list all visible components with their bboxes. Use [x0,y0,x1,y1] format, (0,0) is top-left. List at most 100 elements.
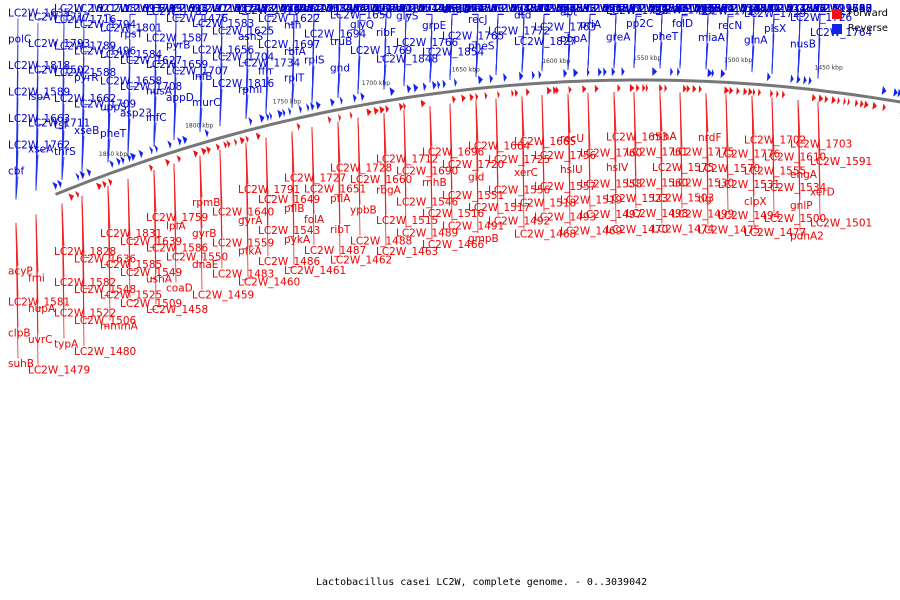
gene-label-lc2w-1501[interactable]: LC2W_1501 [810,217,872,229]
gene-label-rpmb[interactable]: rpmB [192,197,220,209]
gene-label-lc2w-1675[interactable]: LC2W_1675 [606,3,668,15]
gene-label-lc2w-1550[interactable]: LC2W_1550 [166,251,228,263]
gene-label-lc2w-1684[interactable]: LC2W_1684 [258,3,321,15]
gene-label-lc2w-1522[interactable]: LC2W_1522 [54,308,116,320]
gene-label-lc2w-1772[interactable]: LC2W_1772 [488,25,550,37]
gene-label-rplt[interactable]: rplT [284,72,305,84]
gene-label-lc2w-1704[interactable]: LC2W_1704 [212,52,275,64]
gene-label-lc2w-1635[interactable]: LC2W_1635 [8,7,70,19]
gene-label-ynhd[interactable]: ynhD [350,3,378,15]
gene-label-lc2w-1601[interactable]: LC2W_1601 [376,3,438,15]
gene-label-lc2w-1632[interactable]: LC2W_1632 [718,3,780,15]
gene-label-lc2w-1594[interactable]: LC2W_1594 [718,3,781,15]
gene-label-lc2w-1498[interactable]: LC2W_1498 [626,208,688,220]
gene-label-trub[interactable]: truB [330,36,352,48]
gene-label-lc2w-1732[interactable]: LC2W_1732 [606,5,668,17]
gene-label-lc2w-1617[interactable]: LC2W_1617 [100,3,162,15]
gene-label-lc2w-1523[interactable]: LC2W_1523 [606,193,668,205]
gene-label-lc2w-1502[interactable]: LC2W_1502 [28,65,90,77]
gene-label-lc2w-1582[interactable]: LC2W_1582 [54,277,116,289]
gene-label-lc2w-1604[interactable]: LC2W_1604 [468,3,531,15]
gene-label-lc2w-1816[interactable]: LC2W_1816 [212,78,275,90]
gene-label-lc2w-1680[interactable]: LC2W_1680 [672,3,734,15]
gene-label-lc2w-1489[interactable]: LC2W_1489 [396,227,458,239]
gene-label-lc2w-1554[interactable]: LC2W_1554 [376,3,439,15]
gene-label-lc2w-1475[interactable]: LC2W_1475 [698,224,760,236]
gene-label-rnac[interactable]: rnaC [672,3,697,15]
gene-label-lc2w-1718[interactable]: LC2W_1718 [74,3,136,15]
gene-label-lc2w-1559[interactable]: LC2W_1559 [212,237,274,249]
gene-label-lc2w-1639[interactable]: LC2W_1639 [120,236,182,248]
gene-label-lc2w-1750[interactable]: LC2W_1750 [534,3,596,15]
gene-label-gnd[interactable]: gnd [330,62,350,74]
gene-label-lc2w-1654[interactable]: LC2W_1654 [422,3,485,15]
gene-label-lc2w-1768[interactable]: LC2W_1768 [284,3,346,15]
gene-label-rbga[interactable]: rbgA [376,184,402,196]
gene-label-lc2w-1795[interactable]: LC2W_1795 [120,3,182,15]
gene-label-lc2w-1526[interactable]: LC2W_1526 [606,3,669,15]
gene-label-grea[interactable]: greA [606,31,631,43]
gene-label-lc2w-1679[interactable]: LC2W_1679 [718,3,780,15]
gene-label-lc2w-1620[interactable]: LC2W_1620 [350,3,412,15]
gene-label-cbf[interactable]: cbf [8,166,24,178]
gene-label-lc2w-1782[interactable]: LC2W_1782 [606,3,668,15]
gene-label-lc2w-1651[interactable]: LC2W_1651 [304,183,366,195]
gene-label-lc2w-1719[interactable]: LC2W_1719 [120,3,182,15]
gene-label-lc2w-1712[interactable]: LC2W_1712 [376,154,438,166]
gene-label-murc[interactable]: murC [192,97,221,109]
gene-label-rpst[interactable]: rpsT [120,28,143,40]
gene-label-lc2w-1609[interactable]: LC2W_1609 [330,3,392,15]
gene-label-ribf[interactable]: ribF [376,27,396,39]
gene-label-tig[interactable]: tig [698,194,712,206]
gene-label-apt[interactable]: apt [560,7,577,19]
gene-label-hisd[interactable]: hisD [284,3,307,15]
gene-label-lc2w-1833[interactable]: LC2W_1833 [534,3,596,15]
gene-label-nrdf[interactable]: nrdF [698,132,722,144]
gene-label-lc2w-1828[interactable]: LC2W_1828 [54,246,116,258]
gene-label-lc2w-1797[interactable]: LC2W_1797 [166,3,228,15]
gene-label-lc2w-1659[interactable]: LC2W_1659 [146,59,208,71]
gene-label-lc2w-1717[interactable]: LC2W_1717 [28,12,90,24]
gene-label-lc2w-1464[interactable]: LC2W_1464 [304,3,367,15]
gene-label-phet[interactable]: pheT [652,31,679,43]
gene-label-pyka[interactable]: pykA [284,234,311,246]
gene-label-ypbb[interactable]: ypbB [350,205,377,217]
gene-label-lc2w-1491[interactable]: LC2W_1491 [442,221,504,233]
gene-label-lc2w-1665[interactable]: LC2W_1665 [514,136,576,148]
gene-label-lc2w-1585[interactable]: LC2W_1585 [100,259,162,271]
gene-label-lc2w-1708[interactable]: LC2W_1708 [120,81,182,93]
gene-label-lc2w-1742[interactable]: LC2W_1742 [396,3,458,15]
gene-label-lc2w-1461[interactable]: LC2W_1461 [284,265,346,277]
gene-label-infc[interactable]: infC [146,112,167,124]
gene-label-pbpa[interactable]: pbpA [560,33,588,45]
gene-label-lc2w-1653[interactable]: LC2W_1653 [606,131,668,143]
gene-label-gnlp[interactable]: gnlP [790,200,813,212]
gene-label-lc2w-1756[interactable]: LC2W_1756 [534,150,597,162]
gene-label-dtd[interactable]: dtd [514,10,531,22]
gene-label-lc2w-1517[interactable]: LC2W_1517 [468,202,530,214]
gene-label-lc2w-1621[interactable]: LC2W_1621 [54,3,116,15]
gene-label-lc2w-1694[interactable]: LC2W_1694 [304,28,367,40]
gene-label-lc2w-1771[interactable]: LC2W_1771 [376,3,438,15]
gene-label-lc2w-1530[interactable]: LC2W_1530 [672,178,734,190]
gene-label-dnag[interactable]: dnaG [442,4,470,16]
gene-label-lc2w-1690[interactable]: LC2W_1690 [396,166,458,178]
gene-label-pfla[interactable]: pflA [330,193,351,205]
gene-label-lc2w-1844[interactable]: LC2W_1844 [488,3,551,15]
gene-label-lpla[interactable]: lplA [166,221,186,233]
gene-label-lc2w-1714[interactable]: LC2W_1714 [744,3,807,15]
gene-label-gyra[interactable]: gyrA [238,215,263,227]
gene-label-lc2w-1707[interactable]: LC2W_1707 [166,66,228,78]
gene-label-lc2w-1476[interactable]: LC2W_1476 [166,13,229,25]
gene-label-lc2w-1607[interactable]: LC2W_1607 [606,3,668,15]
gene-label-lc2w-1747[interactable]: LC2W_1747 [488,3,550,15]
gene-label-lc2w-1765[interactable]: LC2W_1765 [442,30,504,42]
gene-label-lc2w-1744[interactable]: LC2W_1744 [258,3,321,15]
gene-label-lc2w-1513[interactable]: LC2W_1513 [744,3,806,15]
gene-label-lc2w-1588[interactable]: LC2W_1588 [54,67,116,79]
gene-label-lc2w-1854[interactable]: LC2W_1854 [422,46,485,58]
gene-label-lc2w-1557[interactable]: LC2W_1557 [534,181,596,193]
gene-label-lc2w-1583[interactable]: LC2W_1583 [192,18,254,30]
gene-label-lc2w-1647[interactable]: LC2W_1647 [514,3,576,15]
gene-label-lc2w-1709[interactable]: LC2W_1709 [74,98,136,110]
